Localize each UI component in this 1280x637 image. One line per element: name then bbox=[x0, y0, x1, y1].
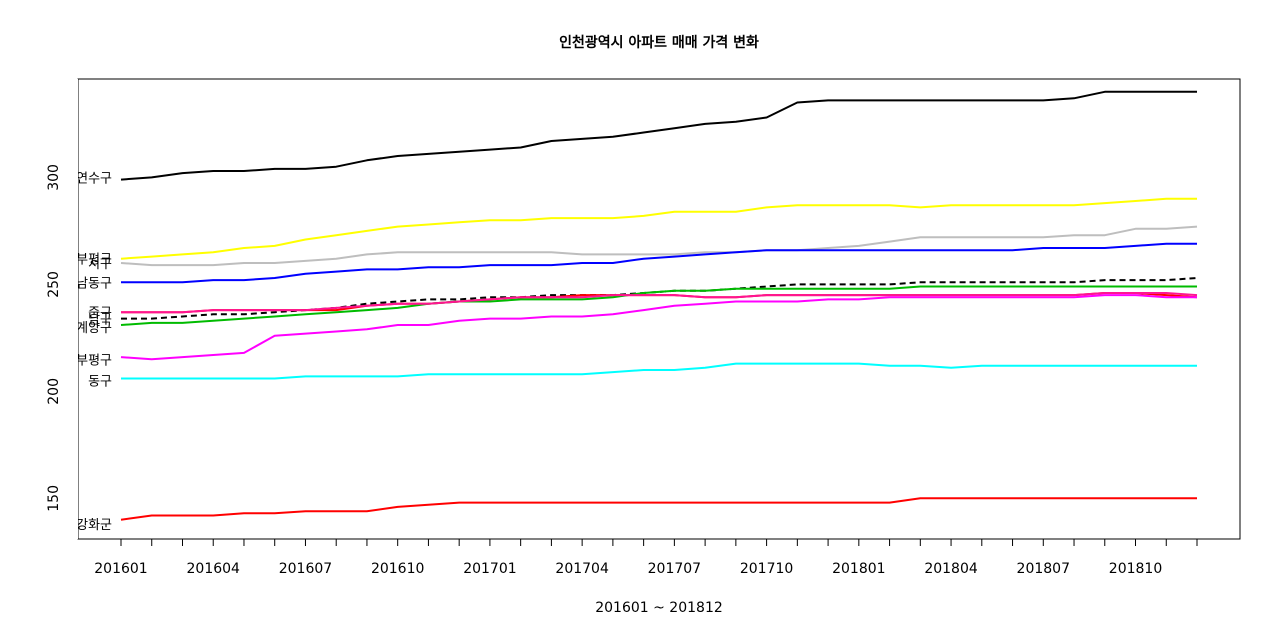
series-line-9 bbox=[121, 362, 1197, 380]
x-tick-label: 201607 bbox=[279, 561, 332, 577]
series-label: 강화군 bbox=[76, 518, 112, 533]
series-line-4 bbox=[121, 277, 1198, 320]
series-line-6 bbox=[120, 285, 1197, 326]
series-label: 동구 bbox=[88, 375, 112, 390]
series-label: 남동구 bbox=[76, 276, 112, 291]
x-tick-label: 201704 bbox=[555, 561, 609, 577]
x-tick-label: 201710 bbox=[740, 561, 793, 577]
x-tick-label: 201601 bbox=[94, 561, 147, 577]
x-tick-label: 201707 bbox=[648, 561, 701, 577]
series-label: 부평구 bbox=[76, 253, 112, 268]
x-axis-label: 201601 ~ 201812 bbox=[595, 600, 723, 616]
series-line-1 bbox=[120, 197, 1197, 260]
series-line-0 bbox=[120, 90, 1197, 181]
y-tick-label: 200 bbox=[46, 378, 62, 405]
series-line-2 bbox=[120, 225, 1198, 267]
series-label: 부평구 bbox=[76, 353, 112, 368]
series-line-8 bbox=[120, 294, 1197, 361]
series-line-3 bbox=[121, 242, 1197, 284]
series-group bbox=[120, 90, 1198, 521]
x-tick-label: 201610 bbox=[371, 561, 424, 577]
series-label: 남구 bbox=[88, 313, 112, 328]
plot-frame bbox=[77, 78, 1241, 540]
chart-title: 인천광역시 아파트 매매 가격 변화 bbox=[559, 34, 759, 51]
series-label: 중구 bbox=[88, 306, 112, 321]
x-tick-label: 201804 bbox=[924, 561, 978, 577]
x-axis: 201601 201604 201607 201610 201701 201704 2017… bbox=[94, 539, 1198, 577]
x-tick-label: 201801 bbox=[832, 561, 885, 577]
series-line-10 bbox=[120, 497, 1197, 521]
series-line-7 bbox=[121, 292, 1198, 314]
x-tick-label: 201807 bbox=[1017, 561, 1070, 577]
x-tick-label: 201604 bbox=[187, 561, 241, 577]
series-label: 계양구 bbox=[76, 321, 112, 336]
label-clip-mask bbox=[60, 79, 78, 539]
y-tick-label: 250 bbox=[46, 271, 62, 298]
x-tick-label: 201701 bbox=[463, 561, 516, 577]
y-axis: 150 200 250 300 bbox=[46, 164, 78, 512]
x-tick-label: 201810 bbox=[1109, 561, 1162, 577]
series-label: 연수구 bbox=[76, 171, 112, 186]
y-tick-label: 300 bbox=[46, 164, 62, 191]
series-label: 서구 bbox=[88, 257, 112, 272]
y-tick-label: 150 bbox=[46, 485, 62, 512]
